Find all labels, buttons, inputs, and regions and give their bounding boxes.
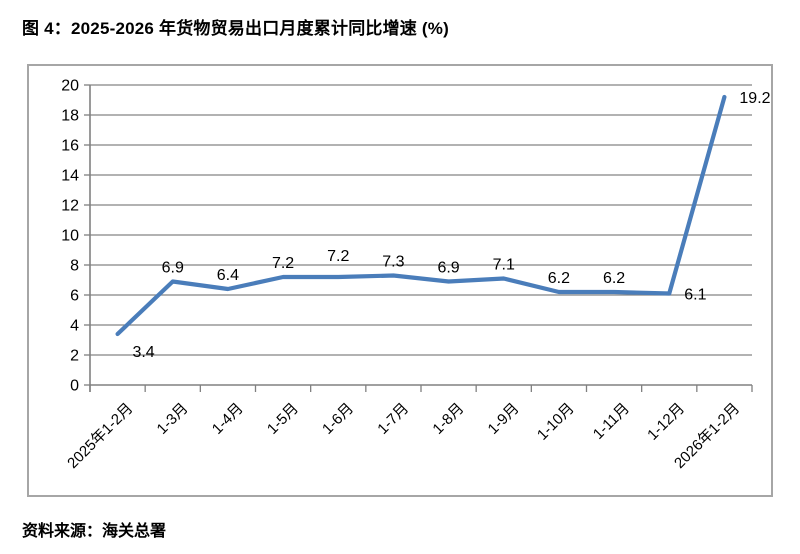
y-tick-label: 14 (61, 168, 79, 185)
source-note: 资料来源：海关总署 (22, 523, 167, 540)
y-tick-label: 20 (61, 78, 79, 95)
y-tick-label: 4 (70, 318, 79, 335)
chart-frame: 0 2 4 6 8 10 12 14 16 18 20 2025年1-2月 1-3月 1-4月 1-5月 1-… (27, 64, 773, 497)
chart-title: 图 4：2025-2026 年货物贸易出口月度累计同比增速 (%) (22, 19, 449, 38)
x-tick-label: 1-3月 (154, 400, 192, 438)
data-series-line (115, 94, 727, 337)
y-tick-label: 16 (61, 138, 79, 155)
y-tick-label: 8 (70, 258, 79, 275)
data-point-label: 7.1 (493, 257, 515, 274)
x-tick-label: 1-7月 (374, 400, 412, 438)
data-point-label: 6.9 (437, 260, 459, 277)
x-tick-label: 1-11月 (590, 400, 633, 443)
data-point-label: 6.2 (548, 270, 570, 287)
y-tick-label: 12 (61, 198, 79, 215)
y-tick-label: 6 (70, 288, 79, 305)
x-tick-label: 1-5月 (264, 400, 302, 438)
x-tick-label: 1-4月 (209, 400, 247, 438)
x-tick-label: 1-10月 (534, 400, 578, 444)
x-tick-label: 1-12月 (644, 400, 688, 444)
data-point-label: 3.4 (132, 344, 154, 361)
y-tick-label: 0 (70, 378, 79, 395)
x-tick-label: 1-9月 (485, 400, 523, 438)
y-tick-label: 2 (70, 348, 79, 365)
data-point-label: 7.2 (327, 248, 349, 265)
data-point-label: 6.4 (217, 267, 239, 284)
data-point-label: 6.1 (684, 287, 706, 304)
data-point-label: 6.2 (603, 270, 625, 287)
data-point-label: 6.9 (162, 260, 184, 277)
x-tick-label: 2025年1-2月 (64, 400, 136, 472)
data-point-label: 7.3 (382, 254, 404, 271)
data-point-label: 7.2 (272, 255, 294, 272)
x-tick-label: 1-8月 (429, 400, 467, 438)
data-point-label: 19.2 (739, 90, 770, 107)
y-tick-label: 18 (61, 108, 79, 125)
y-tick-label: 10 (61, 228, 79, 245)
chart-svg: 0 2 4 6 8 10 12 14 16 18 20 2025年1-2月 1-3月 1-4月 1-5月 1-… (61, 78, 770, 472)
x-tick-label: 1-6月 (319, 400, 357, 438)
